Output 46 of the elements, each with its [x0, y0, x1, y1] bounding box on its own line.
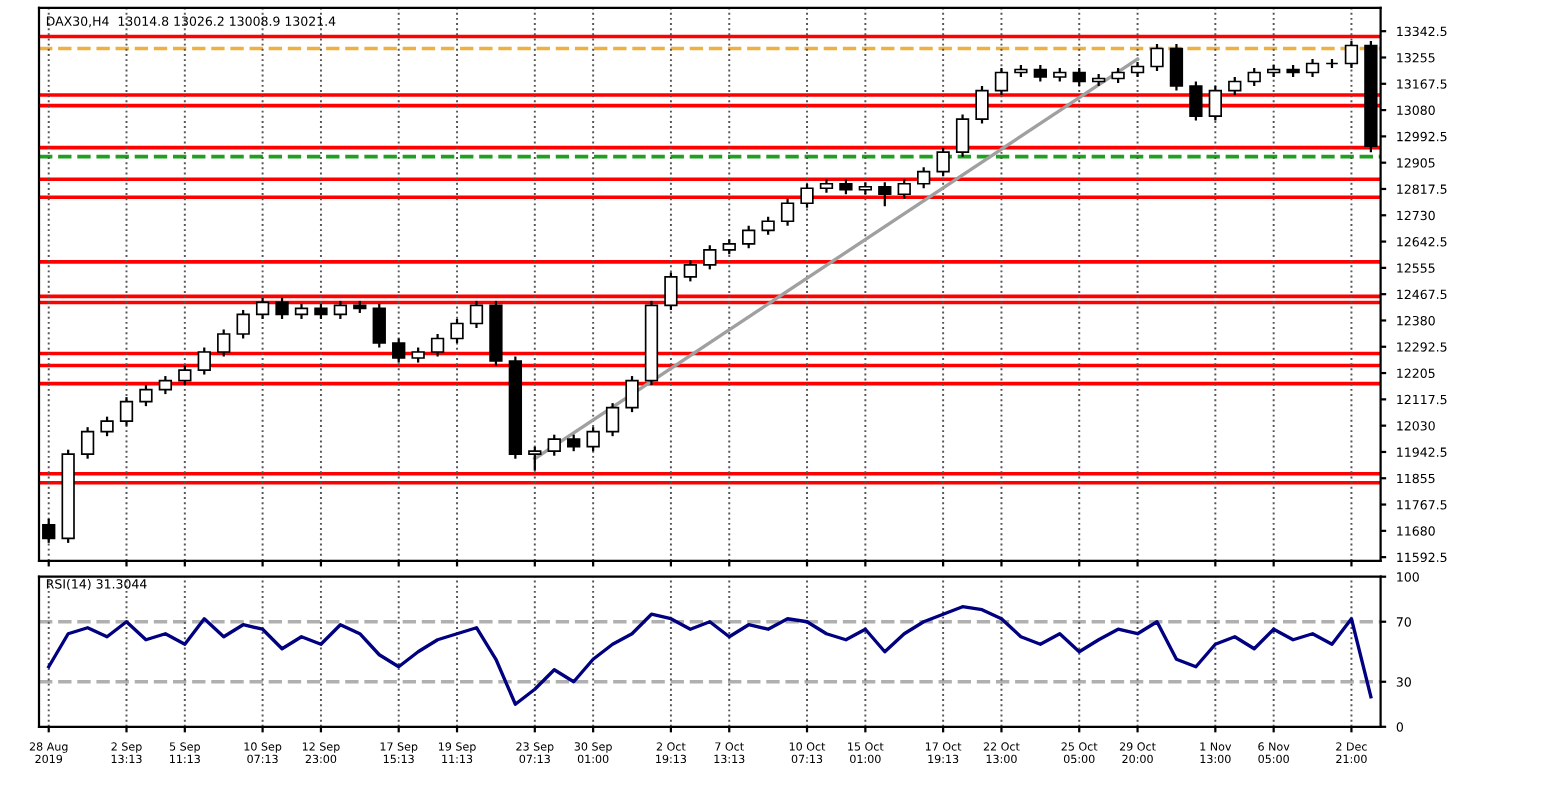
candlestick	[703, 244, 717, 271]
candlestick	[1228, 75, 1242, 97]
candlestick	[100, 415, 114, 438]
candlestick	[994, 66, 1009, 97]
candlestick	[255, 296, 270, 321]
candlestick	[197, 346, 211, 376]
candlestick	[392, 337, 406, 364]
candlestick	[897, 178, 911, 200]
candlestick	[333, 299, 348, 321]
candlestick	[1247, 66, 1261, 88]
candlestick	[119, 395, 134, 427]
candlestick	[800, 182, 814, 209]
candlestick	[1305, 57, 1320, 79]
candlestick	[878, 181, 892, 208]
candlestick	[80, 426, 95, 460]
candlestick	[975, 84, 989, 125]
candlestick	[139, 383, 153, 408]
candlestick	[1344, 39, 1359, 70]
candlestick	[236, 308, 250, 340]
candlestick	[178, 364, 192, 387]
candlestick	[217, 328, 231, 358]
candlestick	[742, 224, 756, 250]
candlestick	[1150, 42, 1164, 73]
candlestick	[683, 259, 698, 283]
candlestick	[936, 146, 950, 178]
candlestick	[547, 433, 561, 457]
candlestick	[761, 215, 775, 236]
candlestick	[1072, 66, 1086, 88]
candlestick	[158, 374, 173, 396]
candlestick	[586, 426, 600, 453]
candlestick	[955, 113, 970, 158]
candlestick	[430, 332, 445, 358]
line-series	[47, 605, 1373, 706]
candlestick	[625, 374, 639, 414]
candlestick	[450, 317, 464, 345]
candlestick	[528, 445, 542, 472]
candlestick	[917, 166, 931, 190]
candlestick	[1189, 80, 1203, 122]
candlestick	[780, 197, 795, 227]
candlestick	[605, 402, 620, 438]
candlestick	[1208, 84, 1222, 122]
candlestick	[469, 299, 484, 330]
candlestick	[664, 271, 678, 312]
candlestick	[372, 302, 386, 349]
candlestick	[1169, 42, 1184, 92]
candlestick	[275, 296, 289, 321]
